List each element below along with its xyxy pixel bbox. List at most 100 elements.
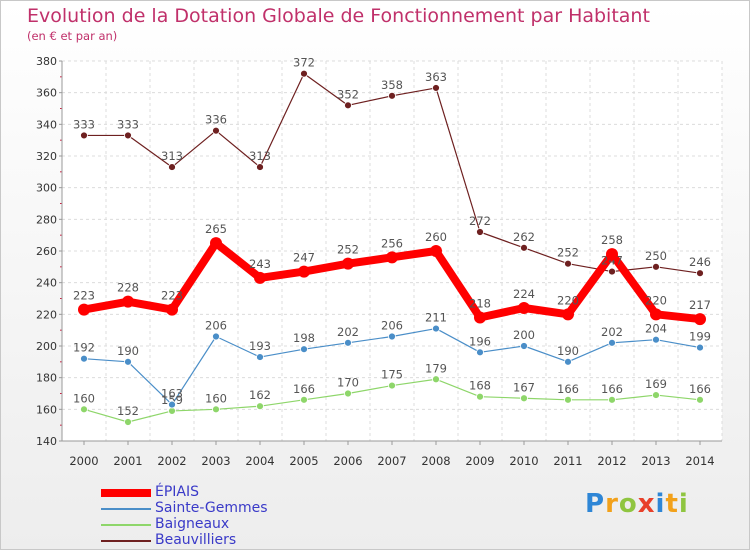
data-point-beauvilliers [520,243,528,252]
data-label-epiais: 258 [601,233,623,247]
logo-letter: t [665,489,679,519]
y-tick-label: 160 [36,403,57,416]
proxiti-logo: Proxiti [585,489,689,519]
data-label-epiais: 265 [205,222,227,236]
data-point-baigneaux [608,395,616,404]
data-point-sainte-gemmes [124,357,132,366]
data-label-beauvilliers: 336 [205,113,227,127]
logo-letter: i [655,489,666,519]
x-tick-label: 2007 [377,454,406,468]
chart-subtitle: (en € et par an) [27,29,118,43]
data-label-sainte-gemmes: 206 [381,319,403,333]
data-point-baigneaux [564,395,572,404]
data-point-beauvilliers [212,126,220,135]
legend-swatch-epiais [101,489,151,497]
data-point-epiais [606,248,618,261]
data-label-epiais: 220 [557,293,579,307]
data-point-sainte-gemmes [696,343,704,352]
data-point-sainte-gemmes [388,332,396,341]
data-point-sainte-gemmes [212,332,220,341]
data-label-epiais: 260 [425,230,447,244]
data-point-sainte-gemmes [432,324,440,333]
data-label-sainte-gemmes: 190 [557,344,579,358]
y-tick-label: 380 [36,55,57,68]
data-label-baigneaux: 166 [689,382,711,396]
data-point-epiais [78,303,90,316]
logo-letter: i [678,489,689,519]
x-tick-label: 2011 [553,454,582,468]
x-tick-label: 2005 [289,454,318,468]
x-tick-label: 2006 [333,454,362,468]
data-label-baigneaux: 169 [645,377,667,391]
data-label-epiais: 217 [689,298,711,312]
x-tick-label: 2004 [245,454,274,468]
legend-swatch-sainte-gemmes [101,508,151,510]
data-label-baigneaux: 166 [557,382,579,396]
data-label-baigneaux: 162 [249,388,271,402]
data-label-beauvilliers: 272 [469,214,491,228]
y-tick-label: 200 [36,340,57,353]
data-point-sainte-gemmes [168,400,176,409]
data-label-baigneaux: 160 [205,391,227,405]
data-point-beauvilliers [608,267,616,276]
data-label-beauvilliers: 250 [645,249,667,263]
logo-letter: P [585,489,606,519]
y-tick-label: 300 [36,182,57,195]
data-point-epiais [342,257,354,270]
data-label-sainte-gemmes: 211 [425,311,447,325]
chart-title: Evolution de la Dotation Globale de Fonc… [27,5,650,27]
data-point-beauvilliers [476,228,484,236]
data-label-beauvilliers: 358 [381,78,403,92]
data-point-baigneaux [652,391,660,399]
data-point-beauvilliers [652,262,660,271]
data-point-epiais [298,265,310,278]
data-label-baigneaux: 179 [425,361,447,375]
x-tick-label: 2013 [641,454,670,468]
data-point-baigneaux [256,402,264,411]
data-label-beauvilliers: 333 [73,117,95,131]
data-label-sainte-gemmes: 200 [513,328,535,342]
data-point-baigneaux [432,375,440,384]
data-label-sainte-gemmes: 204 [645,322,667,336]
data-label-beauvilliers: 333 [117,117,139,131]
data-point-epiais [518,302,530,314]
data-label-sainte-gemmes: 193 [249,339,271,353]
legend-label-epiais: ÉPIAIS [155,484,200,500]
data-label-baigneaux: 152 [117,404,139,418]
data-label-sainte-gemmes: 190 [117,344,139,358]
data-label-epiais: 228 [117,281,139,295]
data-point-epiais [386,251,398,264]
data-point-sainte-gemmes [564,357,572,366]
data-label-epiais: 224 [513,287,535,301]
data-label-baigneaux: 166 [293,382,315,396]
data-label-baigneaux: 166 [601,382,623,396]
legend-label-sainte-gemmes: Sainte-Gemmes [155,500,268,516]
data-point-sainte-gemmes [256,353,264,361]
data-point-beauvilliers [168,163,176,171]
legend-item-sainte-gemmes: Sainte-Gemmes [101,500,341,517]
data-point-baigneaux [300,395,308,404]
data-point-beauvilliers [344,101,352,110]
data-point-epiais [166,303,178,316]
data-point-sainte-gemmes [520,342,528,350]
y-tick-label: 180 [36,372,57,385]
logo-letter: r [605,489,619,519]
data-point-epiais [122,295,134,308]
data-point-beauvilliers [300,69,308,78]
data-label-beauvilliers: 363 [425,70,447,84]
data-label-beauvilliers: 313 [249,149,271,163]
x-tick-label: 2014 [685,454,714,468]
data-point-baigneaux [344,389,352,398]
x-tick-label: 2010 [509,454,538,468]
legend-item-baigneaux: Baigneaux [101,516,341,533]
data-label-epiais: 220 [645,293,667,307]
data-label-beauvilliers: 247 [601,254,623,268]
data-point-beauvilliers [388,91,396,100]
data-point-baigneaux [212,405,220,414]
x-tick-label: 2001 [113,454,142,468]
legend-label-beauvilliers: Beauvilliers [155,532,237,548]
data-point-epiais [474,311,486,324]
y-tick-label: 220 [36,308,57,321]
